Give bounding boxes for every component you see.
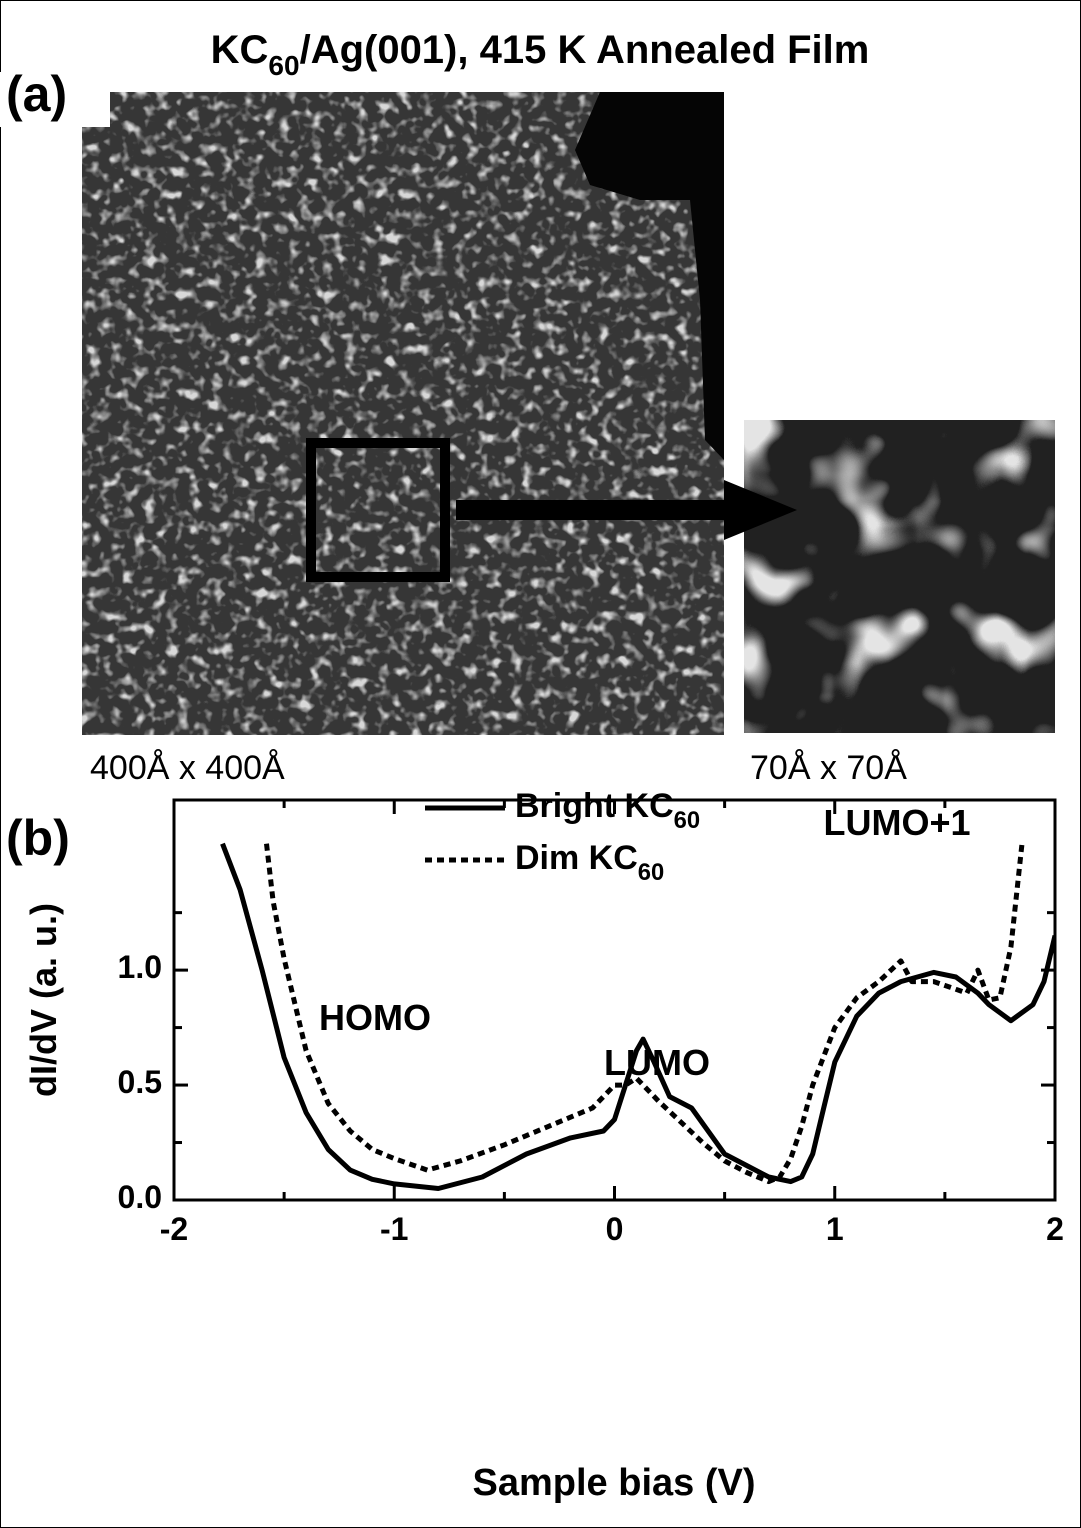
image-caption: 400Å x 400Å: [90, 749, 285, 787]
x-tick-label: 1: [826, 1211, 844, 1247]
legend-label: Bright KC60: [515, 787, 700, 834]
series-line: [264, 843, 1025, 1185]
y-tick-label: 1.0: [118, 950, 162, 986]
x-tick-label: 2: [1046, 1211, 1064, 1247]
y-axis-title: dI/dV (a. u.): [23, 903, 64, 1097]
panel-label: (b): [6, 810, 70, 866]
figure-title: KC60/Ag(001), 415 K Annealed Film: [211, 28, 870, 81]
legend-label: Dim KC60: [515, 839, 664, 886]
x-tick-label: 0: [606, 1211, 624, 1247]
stm-texture: [82, 92, 724, 735]
y-tick-label: 0.5: [118, 1065, 162, 1101]
label-background: [0, 72, 110, 127]
x-tick-label: -2: [160, 1211, 188, 1247]
zoom-box: [306, 438, 450, 582]
stm-texture: [744, 420, 1055, 733]
annotation: LUMO: [604, 1042, 710, 1083]
annotation: HOMO: [319, 997, 431, 1038]
series-line: [220, 842, 1055, 1191]
arrow-shaft: [456, 500, 726, 520]
plot-area: [220, 842, 1055, 1191]
panel-label: (a): [6, 66, 67, 122]
image-caption: 70Å x 70Å: [750, 749, 907, 787]
stm-dark-region: [575, 92, 724, 460]
x-axis-title: Sample bias (V): [473, 1462, 756, 1504]
x-tick-label: -1: [380, 1211, 408, 1247]
arrow-head: [724, 480, 797, 540]
annotation: LUMO+1: [823, 802, 970, 843]
y-tick-label: 0.0: [118, 1179, 162, 1215]
